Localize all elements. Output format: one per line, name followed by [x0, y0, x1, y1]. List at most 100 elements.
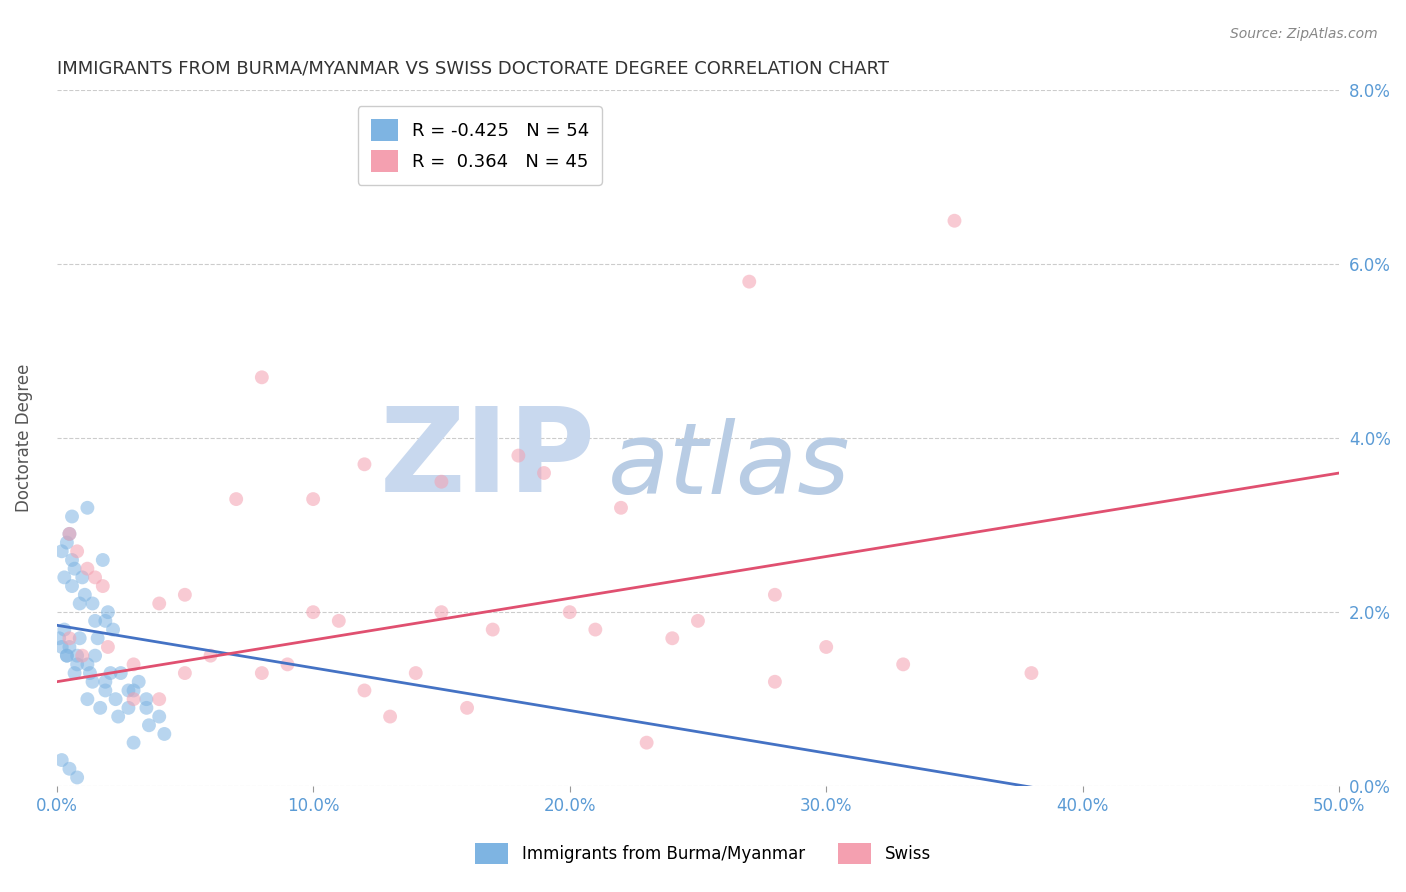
Point — [533, 466, 555, 480]
Point — [51, 544, 73, 558]
Text: IMMIGRANTS FROM BURMA/MYANMAR VS SWISS DOCTORATE DEGREE CORRELATION CHART: IMMIGRANTS FROM BURMA/MYANMAR VS SWISS D… — [56, 60, 889, 78]
Point — [56, 648, 79, 663]
Point — [56, 535, 79, 549]
Point — [353, 458, 375, 472]
Point — [122, 683, 145, 698]
Point — [481, 623, 503, 637]
Point — [51, 640, 73, 654]
Legend: R = -0.425   N = 54, R =  0.364   N = 45: R = -0.425 N = 54, R = 0.364 N = 45 — [359, 106, 602, 185]
Point — [58, 527, 80, 541]
Point — [63, 666, 86, 681]
Point — [353, 683, 375, 698]
Point — [48, 632, 70, 646]
Point — [89, 701, 111, 715]
Point — [66, 544, 89, 558]
Point — [661, 632, 683, 646]
Point — [69, 597, 91, 611]
Point — [148, 597, 170, 611]
Point — [79, 666, 101, 681]
Point — [84, 570, 107, 584]
Point — [117, 683, 139, 698]
Point — [84, 648, 107, 663]
Point — [128, 674, 150, 689]
Point — [148, 709, 170, 723]
Point — [148, 692, 170, 706]
Point — [122, 736, 145, 750]
Point — [86, 632, 108, 646]
Point — [405, 666, 427, 681]
Point — [122, 657, 145, 672]
Point — [378, 709, 401, 723]
Point — [76, 657, 98, 672]
Point — [302, 492, 325, 507]
Point — [60, 579, 83, 593]
Point — [558, 605, 581, 619]
Point — [72, 570, 94, 584]
Point — [110, 666, 132, 681]
Point — [891, 657, 914, 672]
Point — [94, 614, 117, 628]
Point — [76, 692, 98, 706]
Point — [117, 701, 139, 715]
Point — [153, 727, 176, 741]
Point — [173, 666, 195, 681]
Point — [97, 640, 120, 654]
Point — [276, 657, 298, 672]
Point — [66, 771, 89, 785]
Point — [94, 683, 117, 698]
Point — [636, 736, 658, 750]
Point — [430, 605, 453, 619]
Point — [58, 640, 80, 654]
Point — [738, 275, 761, 289]
Legend: Immigrants from Burma/Myanmar, Swiss: Immigrants from Burma/Myanmar, Swiss — [468, 837, 938, 871]
Point — [94, 674, 117, 689]
Text: Source: ZipAtlas.com: Source: ZipAtlas.com — [1230, 27, 1378, 41]
Point — [76, 500, 98, 515]
Point — [56, 648, 79, 663]
Point — [302, 605, 325, 619]
Point — [58, 762, 80, 776]
Point — [100, 666, 122, 681]
Point — [53, 570, 76, 584]
Point — [815, 640, 838, 654]
Point — [58, 527, 80, 541]
Point — [82, 597, 104, 611]
Point — [101, 623, 124, 637]
Point — [91, 553, 114, 567]
Point — [135, 701, 157, 715]
Point — [686, 614, 709, 628]
Point — [60, 509, 83, 524]
Point — [91, 579, 114, 593]
Point — [107, 709, 129, 723]
Point — [60, 553, 83, 567]
Point — [73, 588, 96, 602]
Point — [58, 632, 80, 646]
Point — [53, 623, 76, 637]
Point — [456, 701, 478, 715]
Point — [97, 605, 120, 619]
Point — [66, 657, 89, 672]
Point — [72, 648, 94, 663]
Point — [82, 674, 104, 689]
Point — [122, 692, 145, 706]
Text: ZIP: ZIP — [380, 401, 595, 516]
Point — [250, 370, 273, 384]
Point — [138, 718, 160, 732]
Text: atlas: atlas — [609, 417, 851, 515]
Point — [84, 614, 107, 628]
Point — [76, 562, 98, 576]
Point — [610, 500, 633, 515]
Point — [583, 623, 606, 637]
Point — [508, 449, 530, 463]
Point — [225, 492, 247, 507]
Point — [763, 588, 786, 602]
Point — [328, 614, 350, 628]
Point — [1021, 666, 1043, 681]
Point — [943, 213, 966, 227]
Point — [763, 674, 786, 689]
Point — [250, 666, 273, 681]
Point — [51, 753, 73, 767]
Point — [135, 692, 157, 706]
Point — [69, 632, 91, 646]
Point — [63, 562, 86, 576]
